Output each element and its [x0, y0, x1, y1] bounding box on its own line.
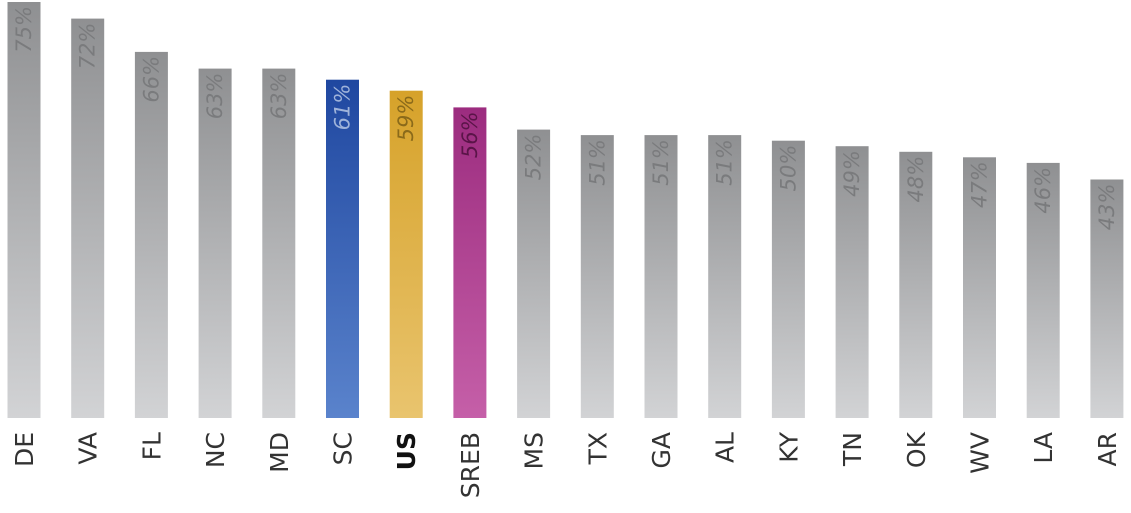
bar-de — [7, 2, 41, 418]
bar-ms — [517, 129, 551, 418]
bar-us — [389, 90, 423, 418]
category-label-wv: WV — [966, 432, 995, 474]
category-label-ms: MS — [520, 432, 549, 469]
value-label-sc: 61% — [331, 84, 355, 131]
value-label-tn: 49% — [840, 150, 864, 197]
value-labels-group: 75% 72% 66% 63% 63% 61% 59% 56% 52% 51% 51% 51% 50% 4… — [12, 6, 1119, 230]
value-label-ms: 52% — [522, 134, 546, 181]
value-label-wv: 47% — [968, 161, 992, 208]
value-label-al: 51% — [713, 139, 737, 186]
value-label-fl: 66% — [139, 56, 163, 103]
value-label-nc: 63% — [203, 73, 227, 120]
category-label-nc: NC — [201, 432, 230, 468]
category-label-la: LA — [1029, 432, 1058, 464]
category-label-de: DE — [10, 432, 39, 467]
category-label-us: US — [392, 432, 421, 470]
category-label-ga: GA — [647, 432, 676, 468]
bar-md — [262, 68, 296, 418]
value-label-sreb: 56% — [458, 111, 482, 158]
bar-ok — [899, 151, 933, 419]
category-label-tx: TX — [583, 432, 612, 465]
value-label-ky: 50% — [776, 145, 800, 192]
value-label-ga: 51% — [649, 139, 673, 186]
bar-fl — [134, 51, 168, 419]
bar-sreb — [453, 107, 487, 419]
category-label-ky: KY — [774, 431, 803, 463]
category-label-fl: FL — [137, 432, 166, 460]
bar-sc — [326, 79, 359, 418]
category-label-va: VA — [74, 432, 103, 465]
bar-tn — [835, 146, 869, 418]
category-label-sreb: SREB — [456, 432, 485, 498]
value-label-va: 72% — [76, 23, 100, 70]
value-label-ar: 43% — [1095, 184, 1119, 231]
value-label-de: 75% — [12, 6, 36, 53]
bar-ga — [644, 135, 678, 418]
category-label-ok: OK — [902, 431, 931, 468]
value-label-la: 46% — [1031, 167, 1055, 214]
category-label-sc: SC — [329, 432, 358, 465]
bar-wv — [963, 157, 996, 419]
bar-tx — [580, 135, 614, 418]
category-label-al: AL — [711, 432, 740, 463]
value-label-us: 59% — [394, 95, 418, 142]
bar-al — [708, 135, 742, 418]
bar-ky — [771, 140, 805, 418]
bar-nc — [198, 68, 232, 418]
bar-va — [71, 18, 105, 418]
category-labels-group: DE VA FL NC MD SC US SREB MS TX GA AL KY TN OK WV LA AR — [10, 431, 1122, 498]
category-label-md: MD — [265, 432, 294, 473]
category-label-tn: TN — [838, 432, 867, 467]
value-label-tx: 51% — [585, 139, 609, 186]
bar-la — [1026, 162, 1060, 418]
category-label-ar: AR — [1093, 432, 1122, 466]
bars-group — [7, 2, 1124, 419]
bar-ar — [1090, 179, 1124, 418]
value-label-md: 63% — [267, 73, 291, 120]
value-label-ok: 48% — [904, 156, 928, 203]
